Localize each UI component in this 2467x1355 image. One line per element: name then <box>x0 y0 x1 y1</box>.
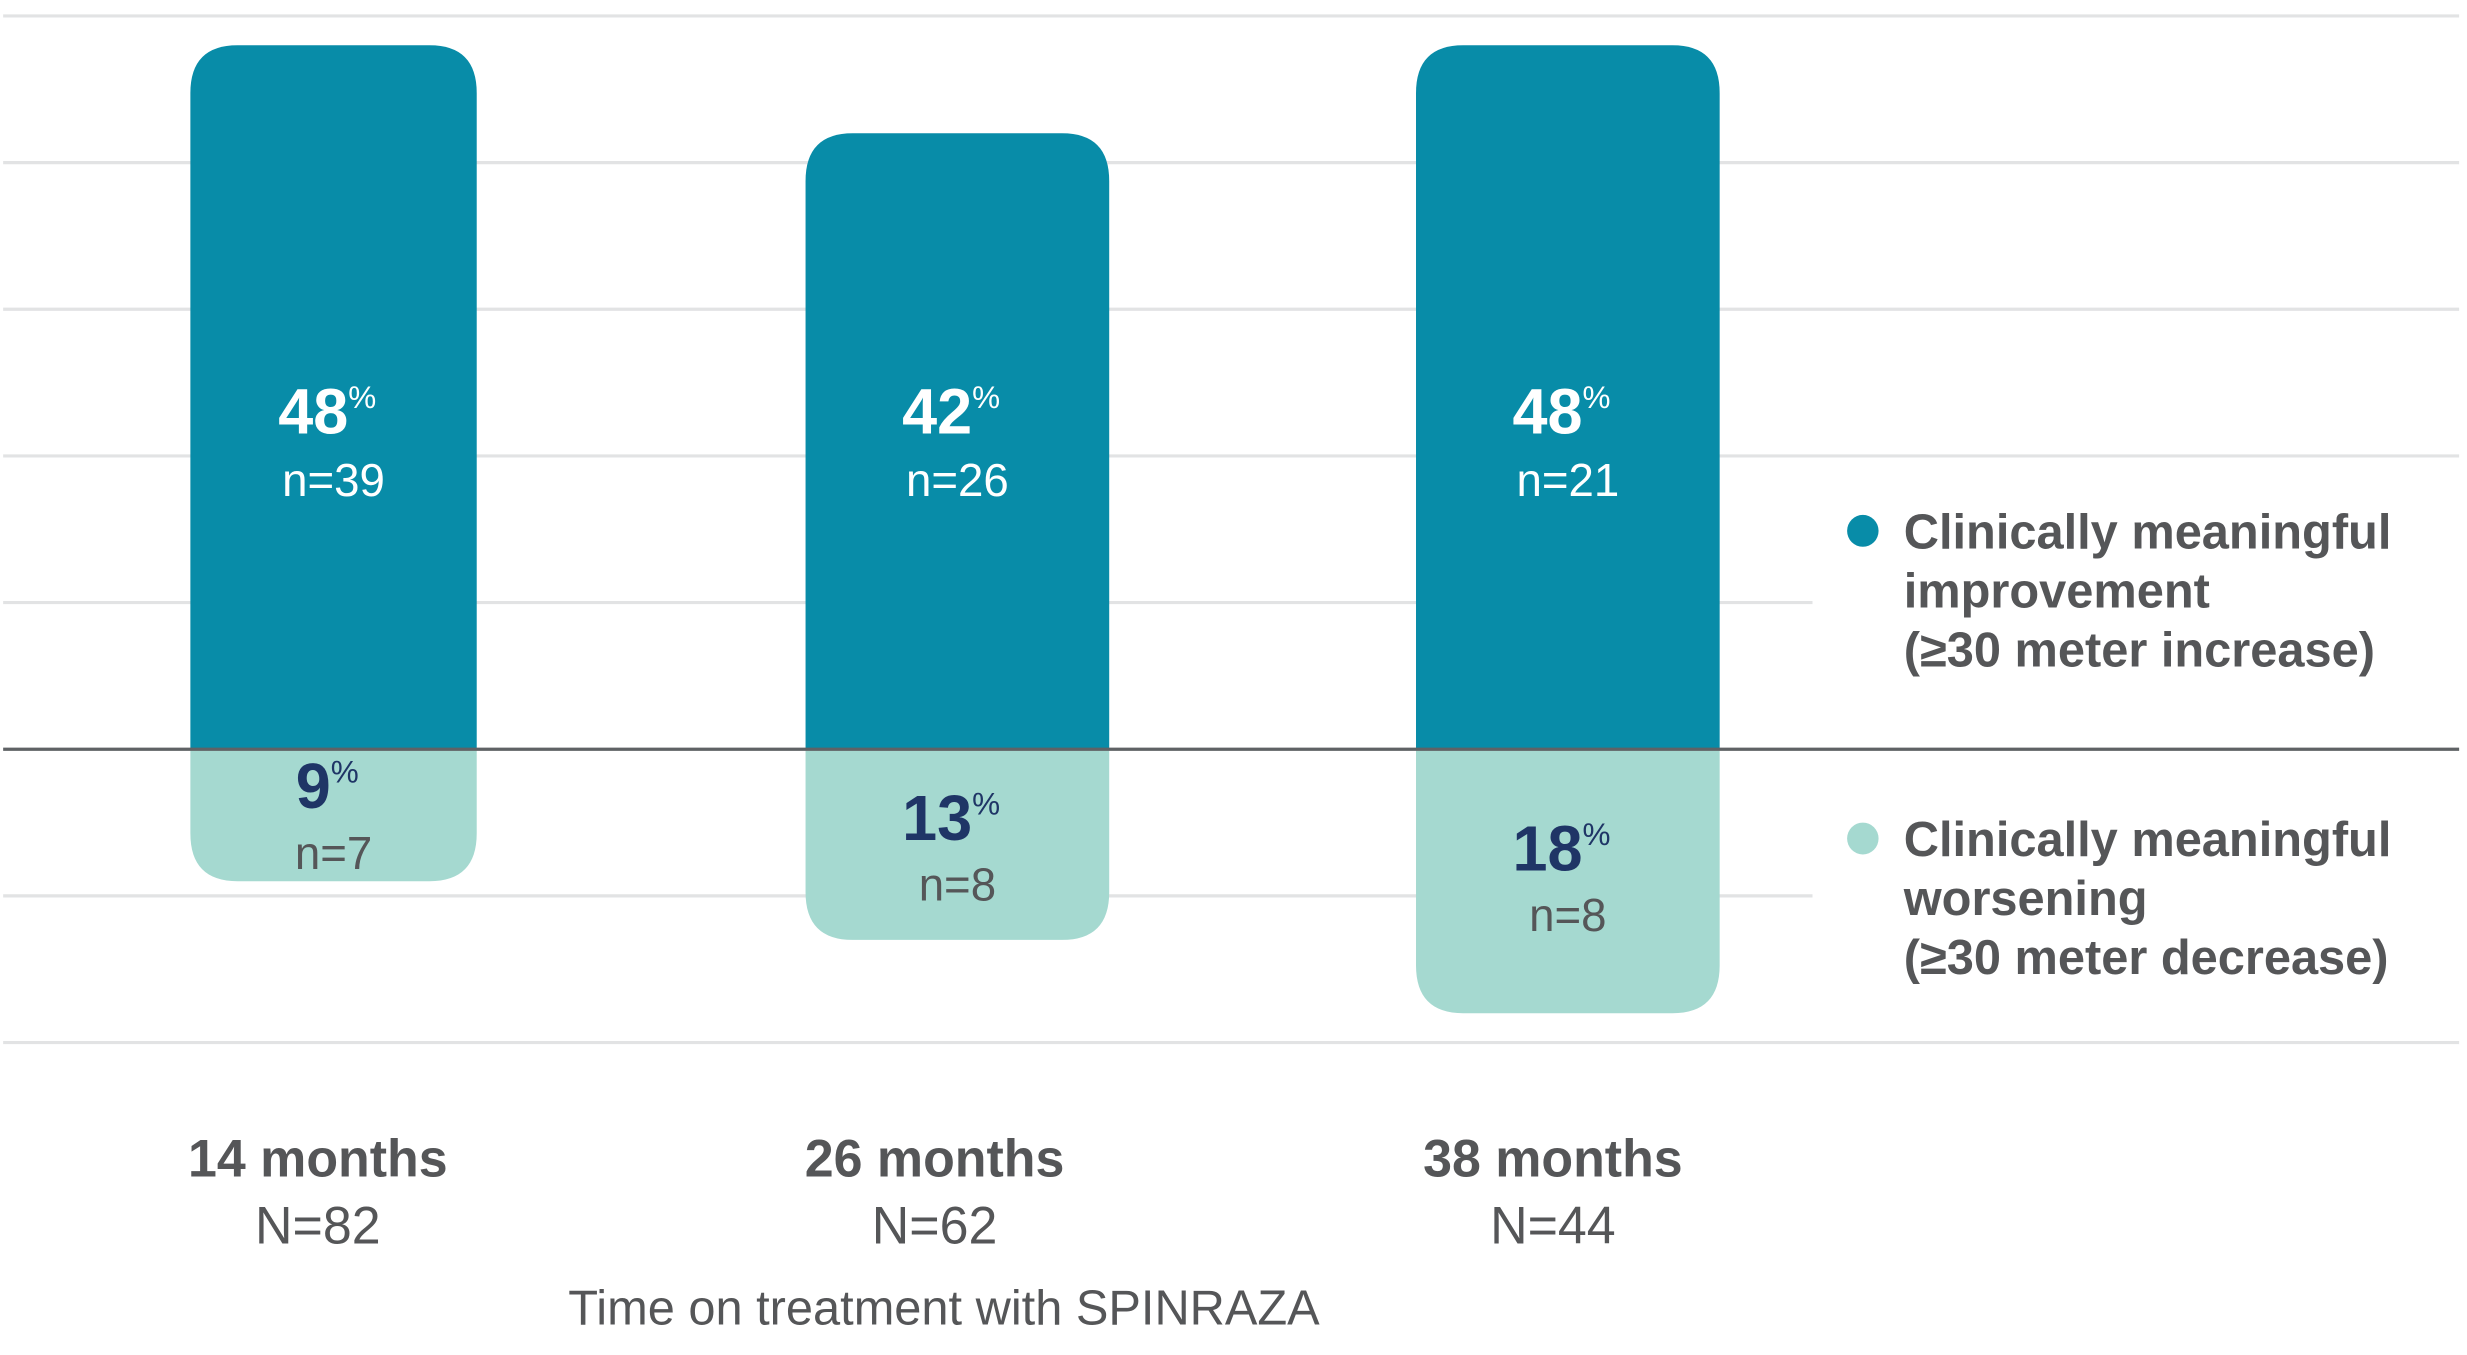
bar-n-label: n=21 <box>1516 453 1619 505</box>
category-n-label: N=82 <box>255 1197 381 1255</box>
percent-sign: % <box>972 785 1000 821</box>
percent-sign: % <box>1583 379 1611 415</box>
bar-value-label: 18% <box>1513 814 1611 884</box>
bar-n-label: n=39 <box>282 453 385 505</box>
bar-value-label: 9% <box>296 752 359 822</box>
legend-label: Clinically meaningful <box>1904 813 2392 867</box>
category-label: 26 months <box>805 1130 1065 1188</box>
bar-n-label: n=8 <box>919 858 996 910</box>
legend-label: worsening <box>1903 872 2148 926</box>
bar-n-label: n=7 <box>295 827 372 879</box>
legend-marker-icon <box>1847 514 1879 547</box>
legend-marker-icon <box>1847 822 1879 855</box>
legend-label: improvement <box>1904 564 2210 618</box>
percent-sign: % <box>331 754 359 790</box>
bar-n-label: n=26 <box>906 453 1009 505</box>
percent-sign: % <box>1583 816 1611 852</box>
legend-label: (≥30 meter decrease) <box>1904 931 2389 985</box>
category-n-label: N=62 <box>872 1197 998 1255</box>
bar-value-label: 48% <box>278 377 376 447</box>
bar-worsening <box>1416 749 1720 1014</box>
x-axis-title: Time on treatment with SPINRAZA <box>568 1281 1320 1335</box>
percent-sign: % <box>972 379 1000 415</box>
legend-label: Clinically meaningful <box>1904 505 2392 559</box>
bar-n-label: n=8 <box>1529 889 1606 941</box>
bar-worsening <box>190 749 477 882</box>
category-n-label: N=44 <box>1490 1197 1616 1255</box>
category-labels: 14 months N=82 26 months N=62 38 months N=44 <box>188 1130 1683 1255</box>
bar-improvement <box>805 133 1110 750</box>
percent-sign: % <box>348 379 376 415</box>
bar-improvement <box>190 45 477 750</box>
bar-worsening <box>805 749 1110 940</box>
bar-improvement <box>1416 45 1720 750</box>
category-label: 14 months <box>188 1130 448 1188</box>
bars <box>190 45 1720 1014</box>
category-label: 38 months <box>1423 1130 1683 1188</box>
legend-label: (≥30 meter increase) <box>1904 623 2375 677</box>
